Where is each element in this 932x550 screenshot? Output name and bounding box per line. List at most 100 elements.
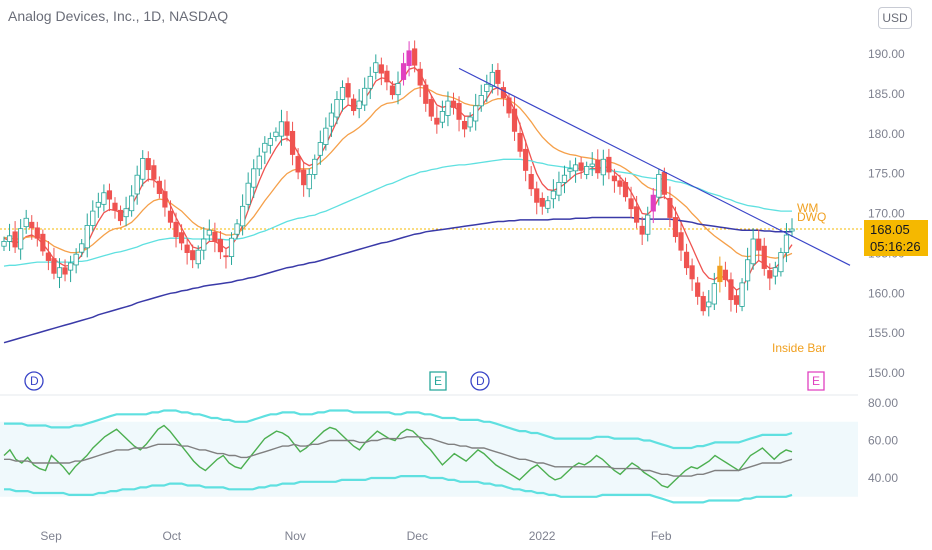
- candle-body: [312, 158, 318, 175]
- candle-body: [783, 234, 790, 253]
- earnings-event-marker[interactable]: [807, 371, 825, 391]
- oscillator-line: [3, 424, 793, 489]
- dividend-event-marker[interactable]: [470, 371, 490, 391]
- candle-body: [267, 138, 273, 146]
- candle-body: [45, 252, 51, 261]
- candle-body: [184, 244, 190, 253]
- candle-body: [112, 202, 118, 211]
- candle-body: [134, 174, 140, 195]
- candle-body: [500, 87, 507, 99]
- event-letter: E: [812, 374, 820, 388]
- price-tick-label: 190.00: [868, 47, 905, 61]
- candle-body: [389, 85, 396, 96]
- candle-body: [195, 249, 201, 265]
- trendline-group[interactable]: [458, 67, 851, 266]
- candle-body: [245, 182, 251, 205]
- candle-body: [117, 209, 124, 222]
- candle-body: [545, 200, 551, 209]
- candle-body: [717, 265, 723, 283]
- candle-body: [6, 235, 13, 242]
- candle-body: [90, 210, 96, 226]
- candle-body: [29, 221, 35, 229]
- candle-body: [201, 238, 207, 251]
- x-tick-label: Oct: [162, 529, 181, 543]
- candle-body: [384, 70, 390, 83]
- oscillator-tick-label: 60.00: [868, 434, 898, 448]
- candle-body: [550, 190, 556, 200]
- candle-body: [617, 180, 623, 187]
- candle-body: [273, 131, 279, 137]
- candle-body: [156, 180, 162, 194]
- candle-body: [162, 191, 168, 208]
- inside-bar-label: Inside Bar: [772, 341, 826, 355]
- candle-body: [417, 68, 423, 86]
- candle-body: [739, 282, 745, 307]
- candle-body: [101, 192, 107, 205]
- candle-body: [18, 228, 24, 250]
- candle-body: [178, 232, 185, 244]
- candle-body: [517, 132, 523, 152]
- candle-body: [339, 87, 346, 100]
- price-tick-label: 175.00: [868, 167, 905, 181]
- candle-body: [667, 197, 673, 218]
- candle-body: [578, 162, 584, 171]
- oscillator-band: [0, 421, 858, 497]
- candle-body: [733, 295, 740, 305]
- candle-body: [711, 283, 717, 305]
- x-tick-label: Sep: [40, 529, 62, 543]
- candle-body: [495, 69, 501, 84]
- candle-body: [173, 221, 179, 238]
- candle-body: [661, 172, 667, 195]
- price-tick-label: 150.00: [868, 366, 905, 380]
- candle-body: [628, 198, 634, 210]
- earnings-event-marker[interactable]: [429, 371, 447, 391]
- oscillator-tick-label: 40.00: [868, 471, 898, 485]
- event-letter: E: [434, 374, 442, 388]
- candle-body: [234, 223, 240, 235]
- candle-body: [73, 253, 79, 266]
- candle-body: [606, 156, 612, 173]
- ma-long-line: [3, 216, 792, 344]
- candle-body: [145, 158, 151, 171]
- price-tick-label: 170.00: [868, 207, 905, 221]
- bar-countdown: 05:16:26: [870, 239, 921, 254]
- candle-body: [489, 71, 495, 87]
- oscillator-pane: [0, 409, 858, 504]
- candle-body: [256, 155, 262, 170]
- candle-body: [595, 159, 601, 174]
- dividend-event-marker[interactable]: [24, 371, 44, 391]
- candle-body: [423, 84, 429, 104]
- candle-body: [84, 225, 90, 249]
- candle-body: [295, 156, 301, 173]
- currency-button[interactable]: USD: [878, 7, 912, 29]
- candle-body: [223, 255, 229, 258]
- candle-body: [728, 279, 734, 301]
- candle-body: [1, 241, 7, 247]
- candle-body: [228, 237, 235, 257]
- trendline[interactable]: [458, 67, 851, 266]
- candles: [1, 40, 795, 317]
- candle-body: [129, 195, 135, 212]
- candle-body: [378, 64, 384, 74]
- candle-body: [262, 142, 268, 153]
- oscillator-signal-line: [4, 436, 793, 477]
- oscillator-upper-band: [4, 409, 793, 450]
- candle-body: [23, 217, 29, 228]
- price-tick-label: 160.00: [868, 286, 905, 300]
- candle-body: [51, 258, 57, 274]
- candle-body: [412, 48, 418, 66]
- candle-body: [745, 259, 751, 282]
- candle-body: [328, 112, 335, 127]
- candle-body: [484, 83, 490, 92]
- candle-body: [506, 97, 512, 114]
- candle-body: [767, 270, 773, 279]
- candle-body: [450, 100, 457, 108]
- candle-body: [572, 164, 579, 172]
- candle-body: [645, 214, 651, 235]
- candle-body: [561, 174, 568, 183]
- candle-body: [622, 181, 629, 198]
- candle-body: [445, 100, 451, 116]
- price-tick-label: 180.00: [868, 127, 905, 141]
